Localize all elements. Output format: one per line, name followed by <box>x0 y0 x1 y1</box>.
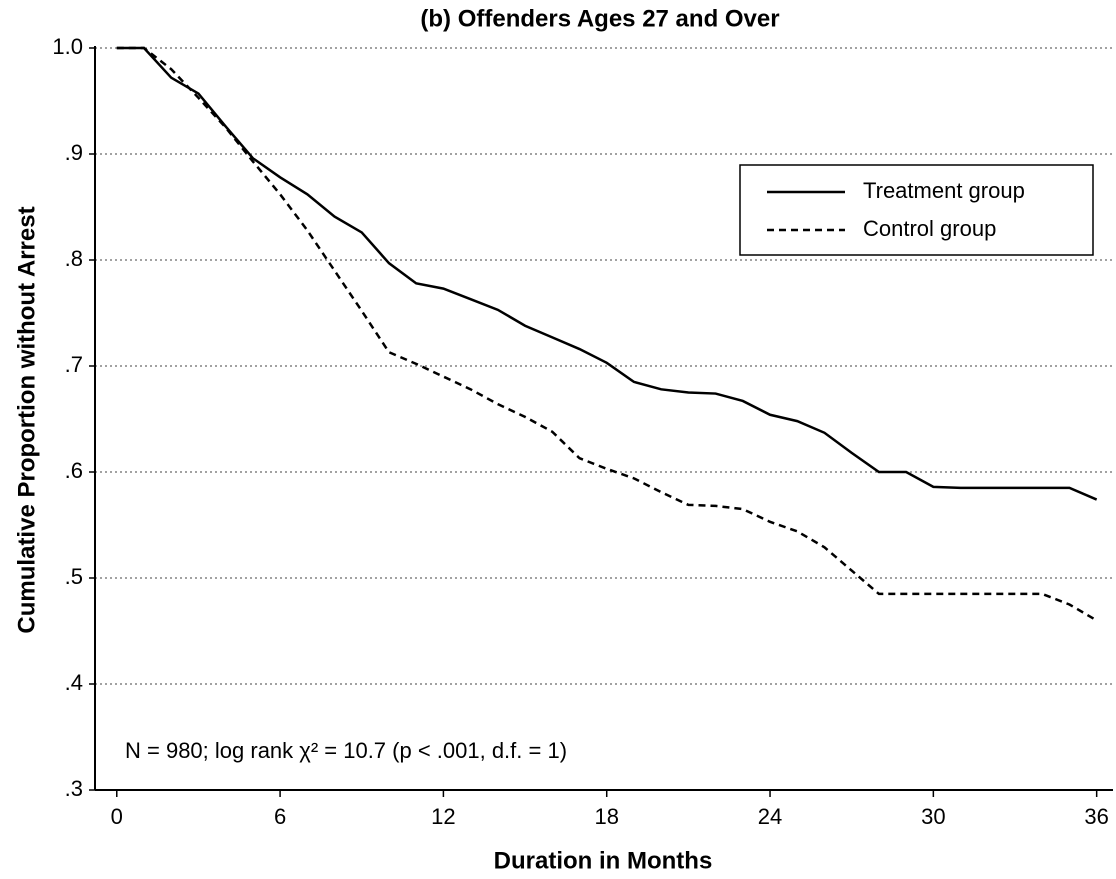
x-tick-label: 18 <box>594 804 618 829</box>
y-tick-label: .7 <box>65 352 83 377</box>
y-tick-label: .6 <box>65 458 83 483</box>
x-tick-label: 12 <box>431 804 455 829</box>
x-tick-label: 0 <box>111 804 123 829</box>
y-tick-label: .8 <box>65 246 83 271</box>
y-tick-label: .5 <box>65 564 83 589</box>
x-axis-label: Duration in Months <box>494 847 713 874</box>
annotation: N = 980; log rank χ² = 10.7 (p < .001, d… <box>125 738 567 763</box>
y-axis-label: Cumulative Proportion without Arrest <box>13 206 40 633</box>
legend-label: Treatment group <box>863 178 1025 203</box>
y-tick-label: .9 <box>65 140 83 165</box>
y-tick-label: .3 <box>65 776 83 801</box>
chart-title: (b) Offenders Ages 27 and Over <box>420 5 779 32</box>
x-tick-label: 6 <box>274 804 286 829</box>
legend-label: Control group <box>863 216 996 241</box>
x-tick-label: 24 <box>758 804 782 829</box>
legend-box <box>739 164 1094 256</box>
y-tick-label: .4 <box>65 670 83 695</box>
y-tick-label: 1.0 <box>52 34 83 59</box>
x-tick-label: 36 <box>1084 804 1108 829</box>
series-line <box>116 46 1098 622</box>
x-tick-label: 30 <box>921 804 945 829</box>
series-line <box>116 46 1098 501</box>
